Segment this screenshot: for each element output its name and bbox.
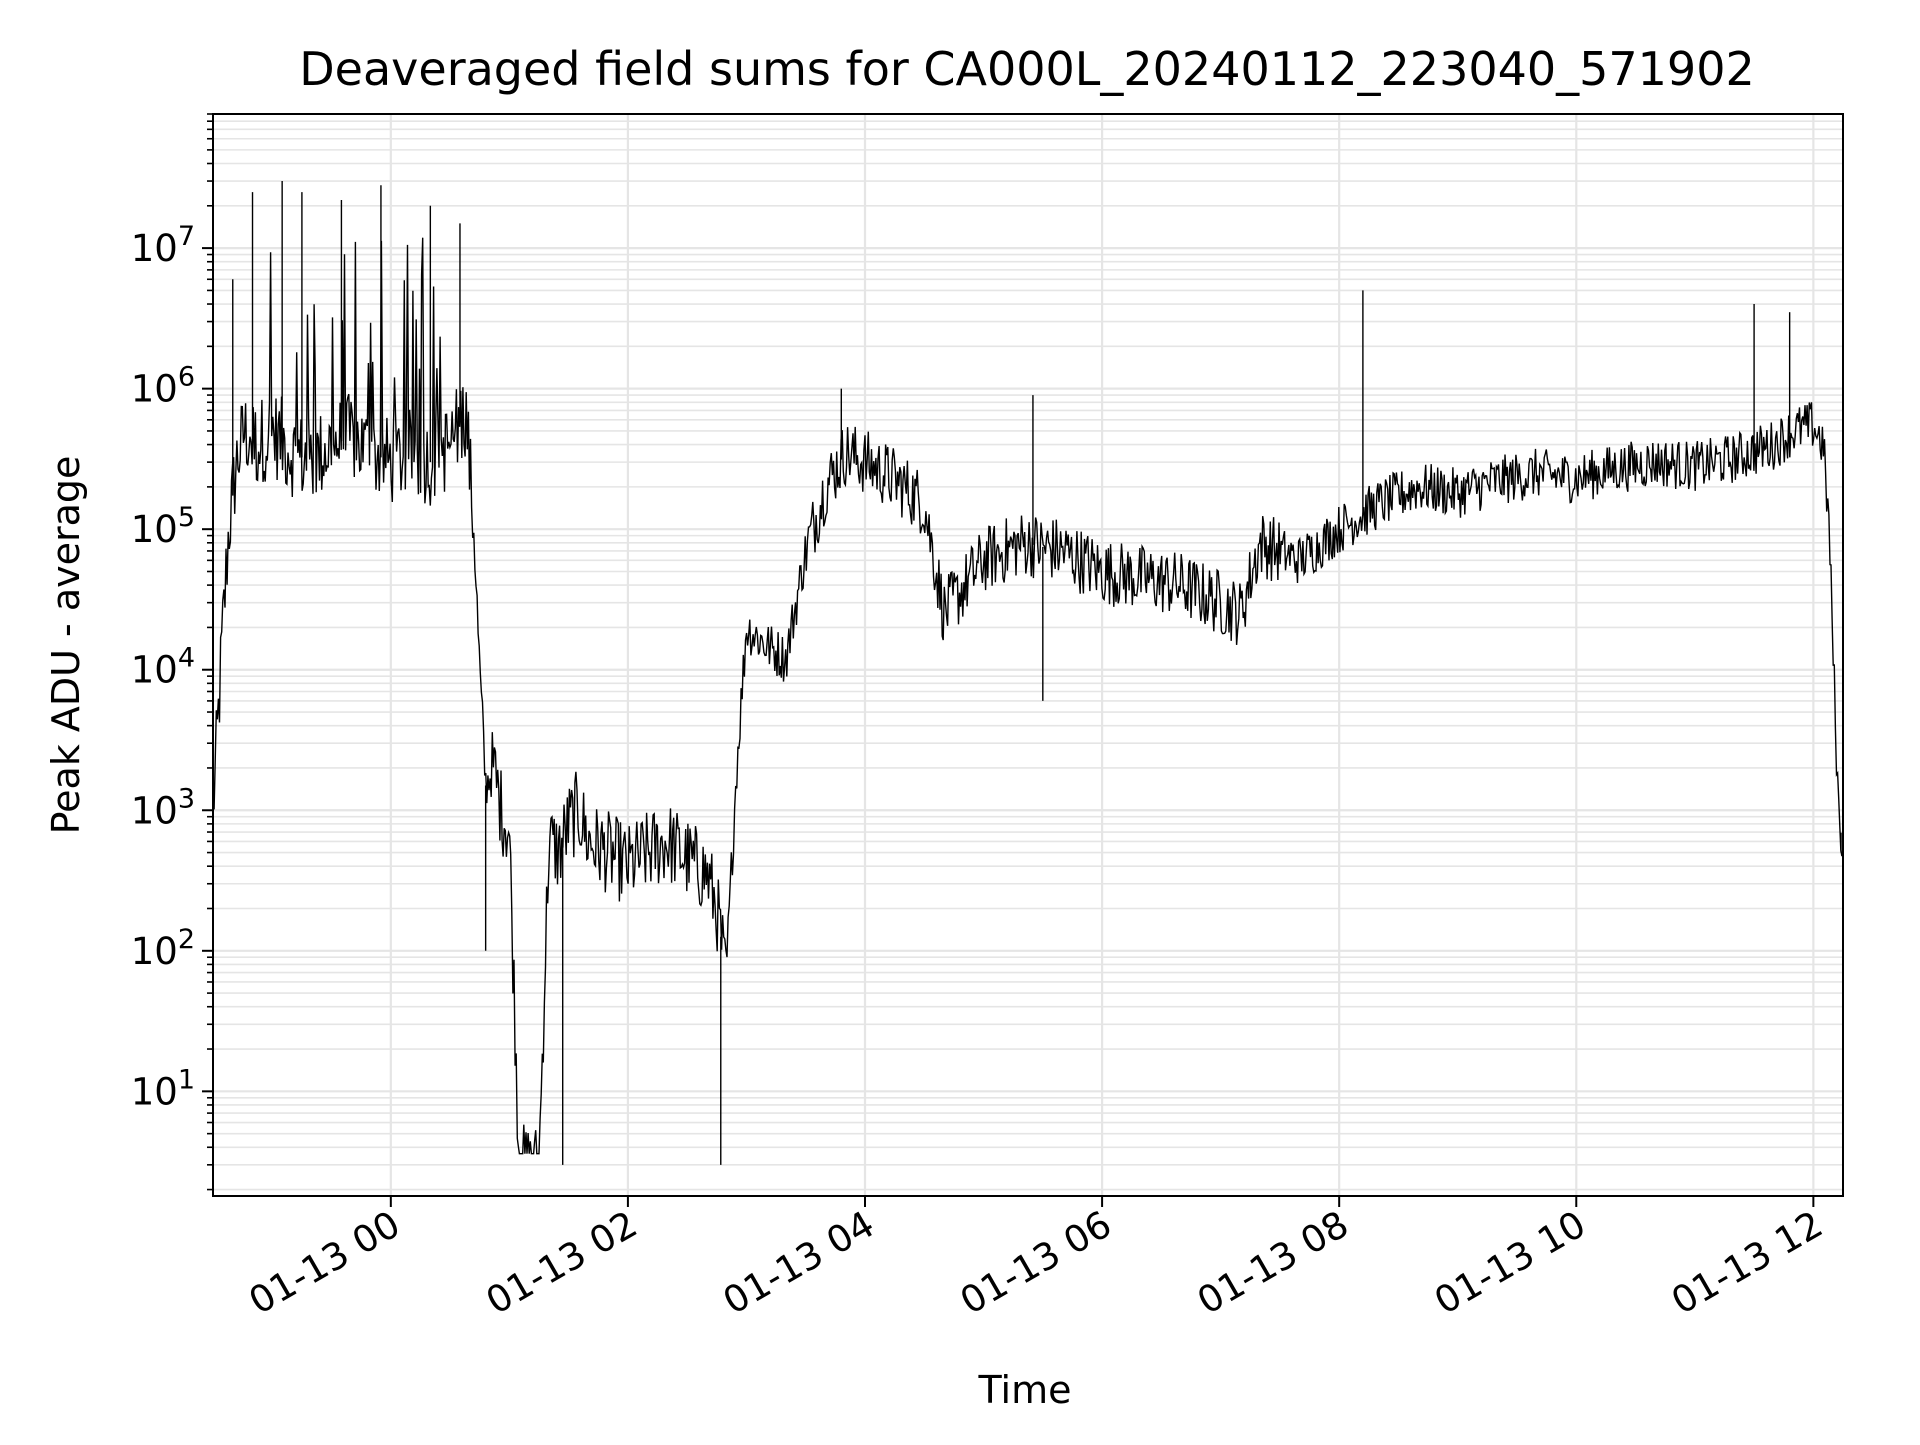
y-axis-label: Peak ADU - average <box>44 456 88 835</box>
y-tick-label: 102 <box>131 924 195 973</box>
axes-frame <box>212 113 1844 1197</box>
y-tick-label: 103 <box>131 783 195 832</box>
plot-area <box>213 114 1843 1196</box>
grid-layer <box>213 113 1843 1196</box>
y-tick-label: 104 <box>131 643 195 692</box>
chart-title: Deaveraged field sums for CA000L_2024011… <box>299 42 1754 96</box>
y-tick-label: 105 <box>131 502 195 551</box>
series-line <box>212 237 1844 1155</box>
series-layer <box>212 181 1844 1165</box>
y-tick-label: 101 <box>131 1064 195 1113</box>
y-tick-label: 106 <box>131 362 195 411</box>
y-tick-label: 107 <box>131 221 195 270</box>
x-axis-label: Time <box>978 1368 1072 1412</box>
